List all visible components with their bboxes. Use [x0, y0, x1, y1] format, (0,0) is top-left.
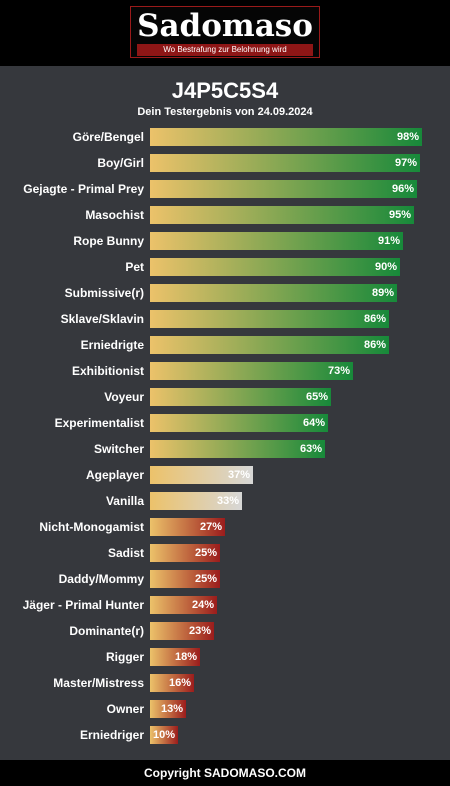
- bar-label: Daddy/Mommy: [58, 572, 144, 586]
- bar-value-label: 10%: [152, 729, 175, 741]
- bar-value-label: 25%: [194, 573, 217, 585]
- bar-value-label: 73%: [327, 365, 350, 377]
- bar: [150, 232, 403, 250]
- bar-value-label: 37%: [227, 469, 250, 481]
- bar-value-label: 23%: [188, 625, 211, 637]
- bar-label: Jäger - Primal Hunter: [22, 598, 144, 612]
- bar-label: Masochist: [85, 208, 144, 222]
- bar: [150, 596, 217, 614]
- bar-label: Rope Bunny: [73, 234, 144, 248]
- page-title: J4P5C5S4: [171, 78, 279, 103]
- bar-value-label: 25%: [194, 547, 217, 559]
- bar: [150, 362, 353, 380]
- bar-value-label: 91%: [377, 235, 400, 247]
- bar-label: Owner: [106, 702, 144, 716]
- bar-label: Switcher: [93, 442, 144, 456]
- bar-label: Nicht-Monogamist: [39, 520, 144, 534]
- bar-value-label: 97%: [394, 157, 417, 169]
- bar-value-label: 86%: [363, 339, 386, 351]
- logo-tagline: Wo Bestrafung zur Belohnung wird: [137, 44, 313, 56]
- page-subtitle: Dein Testergebnis von 24.09.2024: [137, 106, 313, 118]
- bar-label: Ageplayer: [85, 468, 144, 482]
- bar: [150, 336, 389, 354]
- bar: [150, 310, 389, 328]
- bar-label: Voyeur: [104, 390, 144, 404]
- bar-label: Pet: [125, 260, 144, 274]
- bar: [150, 258, 400, 276]
- bar-value-label: 13%: [160, 703, 183, 715]
- bar-value-label: 63%: [299, 443, 322, 455]
- bar-label: Sadist: [107, 546, 144, 560]
- bar: [150, 700, 186, 718]
- bar-value-label: 95%: [388, 209, 411, 221]
- bar: [150, 726, 178, 744]
- bar-value-label: 24%: [191, 599, 214, 611]
- bar-value-label: 64%: [302, 417, 325, 429]
- bar: [150, 284, 397, 302]
- bar-value-label: 89%: [371, 287, 394, 299]
- bar-label: Master/Mistress: [53, 676, 144, 690]
- bar-label: Submissive(r): [64, 286, 144, 300]
- bar: [150, 128, 422, 146]
- bar: [150, 518, 225, 536]
- bar-value-label: 27%: [199, 521, 222, 533]
- bar-value-label: 90%: [374, 261, 397, 273]
- bar-label: Erniedrigte: [80, 338, 144, 352]
- bar: [150, 622, 214, 640]
- bar: [150, 388, 331, 406]
- bar-label: Göre/Bengel: [72, 130, 144, 144]
- bar: [150, 440, 325, 458]
- bar-value-label: 96%: [391, 183, 414, 195]
- bar: [150, 492, 242, 510]
- bar-value-label: 16%: [168, 677, 191, 689]
- bar-label: Dominante(r): [69, 624, 144, 638]
- bar: [150, 674, 194, 692]
- bar: [150, 206, 414, 224]
- bar: [150, 154, 420, 172]
- bar-value-label: 86%: [363, 313, 386, 325]
- bar-label: Gejagte - Primal Prey: [23, 182, 144, 196]
- bar-label: Rigger: [105, 650, 144, 664]
- bar-value-label: 65%: [305, 391, 328, 403]
- bar-label: Sklave/Sklavin: [60, 312, 144, 326]
- bar: [150, 180, 417, 198]
- bar: [150, 414, 328, 432]
- bar: [150, 466, 253, 484]
- bar-value-label: 18%: [174, 651, 197, 663]
- bar-value-label: 98%: [396, 131, 419, 143]
- site-header: ✠ ✠ Sadomaso Wo Bestrafung zur Belohnung…: [0, 0, 450, 66]
- footer-copyright: Copyright SADOMASO.COM: [0, 760, 450, 786]
- bar: [150, 648, 200, 666]
- bar-label: Experimentalist: [54, 416, 144, 430]
- bar-label: Vanilla: [105, 494, 144, 508]
- bar: [150, 544, 220, 562]
- bar-label: Erniedriger: [79, 728, 144, 742]
- bar-value-label: 33%: [216, 495, 239, 507]
- bar-label: Exhibitionist: [72, 364, 144, 378]
- bar: [150, 570, 220, 588]
- logo-text: Sadomaso: [137, 8, 313, 44]
- bar-label: Boy/Girl: [97, 156, 144, 170]
- site-logo[interactable]: Sadomaso Wo Bestrafung zur Belohnung wir…: [130, 6, 320, 58]
